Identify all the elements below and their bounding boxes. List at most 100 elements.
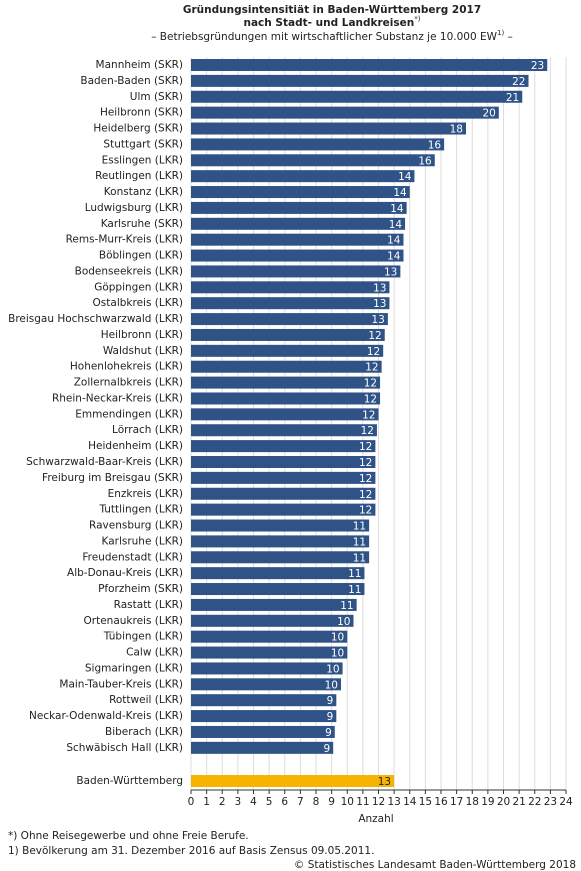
bar bbox=[191, 74, 529, 87]
value-label: 23 bbox=[531, 60, 544, 72]
category-label: Ulm (SKR) bbox=[130, 91, 183, 103]
value-label: 13 bbox=[372, 314, 385, 326]
value-label: 10 bbox=[326, 663, 339, 675]
category-label: Ortenaukreis (LKR) bbox=[84, 615, 183, 627]
bar bbox=[191, 519, 370, 532]
category-label: Ravensburg (LKR) bbox=[89, 520, 183, 532]
bar bbox=[191, 440, 376, 453]
value-label: 12 bbox=[367, 346, 380, 358]
bar bbox=[191, 614, 354, 627]
source: © Statistisches Landesamt Baden-Württemb… bbox=[294, 859, 576, 871]
category-label: Heidelberg (SKR) bbox=[93, 123, 183, 135]
category-label: Rems-Murr-Kreis (LKR) bbox=[66, 234, 183, 246]
bar bbox=[191, 313, 388, 326]
bar bbox=[191, 741, 334, 754]
value-label: 13 bbox=[384, 266, 397, 278]
bar bbox=[191, 646, 348, 659]
x-tick-label: 21 bbox=[512, 796, 525, 808]
value-label: 12 bbox=[359, 489, 372, 501]
category-label: Ludwigsburg (LKR) bbox=[85, 202, 183, 214]
bar bbox=[191, 598, 357, 611]
bar bbox=[191, 662, 343, 675]
category-label: Göppingen (LKR) bbox=[94, 281, 183, 293]
value-label: 10 bbox=[331, 648, 344, 660]
category-label: Stuttgart (SKR) bbox=[103, 138, 183, 150]
value-label: 20 bbox=[482, 108, 495, 120]
value-label: 14 bbox=[393, 187, 407, 199]
value-label: 9 bbox=[324, 743, 331, 755]
x-tick-label: 15 bbox=[419, 796, 432, 808]
bar bbox=[191, 503, 376, 516]
category-label: Heilbronn (LKR) bbox=[101, 329, 183, 341]
x-tick-label: 20 bbox=[497, 796, 510, 808]
subtitle-text: – bbox=[504, 31, 513, 43]
x-tick-label: 10 bbox=[341, 796, 354, 808]
footnote: 1) Bevölkerung am 31. Dezember 2016 auf … bbox=[8, 845, 374, 857]
category-label: Bodenseekreis (LKR) bbox=[75, 265, 183, 277]
category-label: Enzkreis (LKR) bbox=[108, 488, 183, 500]
category-label: Rottweil (LKR) bbox=[109, 694, 183, 706]
subtitle: – Betriebsgründungen mit wirtschaftliche… bbox=[151, 29, 513, 43]
category-label: Mannheim (SKR) bbox=[96, 59, 183, 71]
footnote: *) Ohne Reisegewerbe und ohne Freie Beru… bbox=[8, 830, 249, 842]
x-tick-label: 5 bbox=[266, 796, 273, 808]
bar bbox=[191, 376, 381, 389]
value-label: 12 bbox=[359, 457, 372, 469]
value-label: 14 bbox=[390, 203, 404, 215]
bar bbox=[191, 775, 395, 787]
value-label: 14 bbox=[389, 219, 403, 231]
category-label: Heilbronn (SKR) bbox=[100, 107, 183, 119]
value-label: 13 bbox=[378, 776, 391, 788]
bar bbox=[191, 392, 381, 405]
category-label: Böblingen (LKR) bbox=[99, 250, 183, 262]
category-label: Emmendingen (LKR) bbox=[75, 408, 183, 420]
title-line: Gründungsintensitiät in Baden-Württember… bbox=[183, 4, 481, 16]
bar bbox=[191, 710, 337, 723]
value-label: 9 bbox=[327, 695, 334, 707]
bar bbox=[191, 90, 523, 103]
value-label: 9 bbox=[325, 727, 332, 739]
category-label: Tübingen (LKR) bbox=[103, 631, 183, 643]
bar bbox=[191, 551, 370, 564]
category-label: Hohenlohekreis (LKR) bbox=[70, 361, 183, 373]
x-tick-label: 2 bbox=[219, 796, 226, 808]
category-label: Waldshut (LKR) bbox=[103, 345, 183, 357]
bar bbox=[191, 186, 410, 199]
bar bbox=[191, 170, 415, 183]
value-label: 12 bbox=[359, 441, 372, 453]
value-label: 14 bbox=[387, 251, 401, 263]
category-label: Pforzheim (SKR) bbox=[98, 583, 183, 595]
bar bbox=[191, 344, 384, 357]
category-label: Schwarzwald-Baar-Kreis (LKR) bbox=[26, 456, 183, 468]
category-label: Karlsruhe (SKR) bbox=[101, 218, 183, 230]
bar bbox=[191, 201, 407, 214]
category-label: Alb-Donau-Kreis (LKR) bbox=[67, 567, 183, 579]
category-label: Freudenstadt (LKR) bbox=[82, 551, 183, 563]
x-tick-label: 4 bbox=[250, 796, 257, 808]
bar bbox=[191, 249, 404, 262]
category-label: Baden-Württemberg bbox=[76, 775, 183, 787]
x-axis-label: Anzahl bbox=[358, 813, 393, 825]
value-label: 13 bbox=[373, 282, 386, 294]
bar bbox=[191, 456, 376, 468]
value-label: 14 bbox=[398, 171, 412, 183]
category-label: Reutlingen (LKR) bbox=[95, 170, 183, 182]
x-tick-label: 16 bbox=[434, 796, 448, 808]
x-tick-label: 24 bbox=[559, 796, 573, 808]
category-label: Biberach (LKR) bbox=[105, 726, 183, 738]
bar bbox=[191, 217, 406, 230]
bar bbox=[191, 138, 445, 151]
x-tick-label: 11 bbox=[356, 796, 369, 808]
bar bbox=[191, 630, 348, 643]
x-tick-label: 14 bbox=[403, 796, 417, 808]
category-label: Lörrach (LKR) bbox=[112, 424, 183, 436]
bar bbox=[191, 535, 370, 548]
x-tick-label: 17 bbox=[450, 796, 463, 808]
value-label: 10 bbox=[325, 679, 338, 691]
value-label: 11 bbox=[348, 584, 361, 596]
bar bbox=[191, 424, 377, 437]
x-tick-label: 19 bbox=[481, 796, 494, 808]
bar bbox=[191, 233, 404, 246]
category-label: Ostalbkreis (LKR) bbox=[93, 297, 183, 309]
value-label: 16 bbox=[418, 155, 432, 167]
